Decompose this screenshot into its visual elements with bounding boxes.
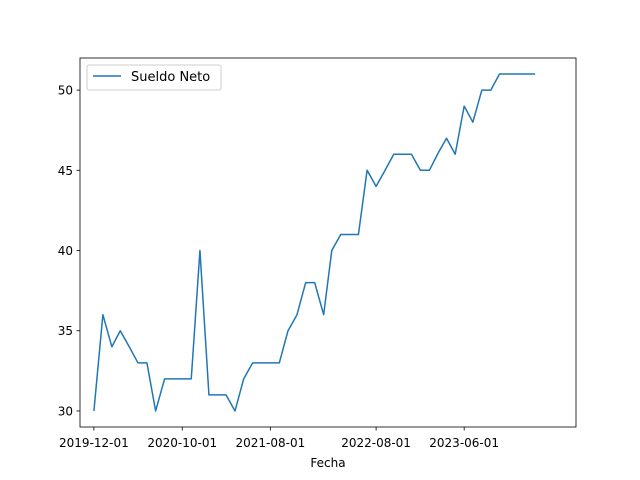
plot-area	[79, 57, 577, 428]
y-tick-label: 50	[58, 84, 73, 98]
y-axis: 30 35 40 45 50	[58, 84, 80, 418]
plot-frame	[80, 58, 576, 427]
x-tick-label: 2023-06-01	[429, 436, 499, 450]
y-tick-label: 40	[58, 244, 73, 258]
legend-box	[86, 64, 222, 91]
legend-label-sueldo-neto: Sueldo Neto	[131, 70, 210, 85]
y-tick-label: 35	[58, 324, 73, 338]
y-tick-label: 45	[58, 164, 73, 178]
x-tick-label: 2019-12-01	[59, 436, 129, 450]
x-axis: 2019-12-01 2020-10-01 2021-08-01 2022-08-01…	[59, 427, 499, 450]
series-line-sueldo-neto	[93, 73, 536, 412]
x-tick-label: 2021-08-01	[235, 436, 305, 450]
x-axis-label: Fecha	[310, 456, 345, 470]
x-tick-label: 2020-10-01	[147, 436, 217, 450]
legend: Sueldo Neto	[86, 64, 222, 91]
x-tick-label: 2022-08-01	[341, 436, 411, 450]
y-tick-label: 30	[58, 404, 73, 418]
axes-frame	[79, 57, 577, 428]
